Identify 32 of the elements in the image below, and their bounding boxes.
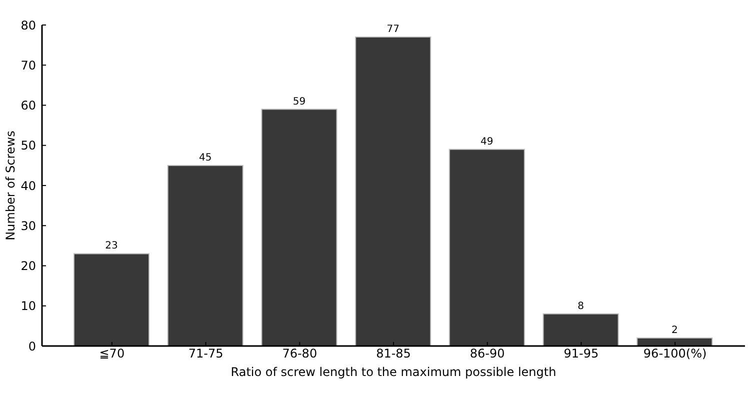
x-tick-label: 81-85 (376, 346, 411, 361)
bar (542, 313, 619, 346)
x-tick-label: 71-75 (188, 346, 224, 361)
x-tick-label: 91-95 (564, 346, 599, 361)
y-tick-label: 20 (20, 259, 36, 274)
bar (261, 108, 338, 346)
bar (167, 164, 244, 346)
bar (448, 148, 525, 346)
data-label: 59 (292, 96, 306, 108)
y-tick-label: 60 (20, 98, 36, 113)
data-label: 45 (198, 152, 212, 164)
x-tick-label: 86-90 (470, 346, 505, 361)
data-label: 2 (671, 324, 678, 336)
data-label: 49 (480, 136, 494, 148)
bar (74, 253, 150, 346)
y-tick-label: 30 (20, 218, 36, 233)
y-tick-label: 80 (20, 18, 36, 32)
y-tick-label: 40 (20, 178, 36, 193)
y-tick-label: 10 (20, 299, 36, 314)
bar (355, 36, 432, 346)
x-axis-title: Ratio of screw length to the maximum possible length (230, 365, 556, 379)
y-axis-title: Number of Screws (3, 130, 18, 240)
y-tick-label: 70 (20, 58, 36, 72)
y-tick-label: 50 (20, 138, 36, 153)
data-label: 77 (386, 24, 400, 36)
x-tick-label: 96-100(%) (643, 346, 707, 361)
data-label: 8 (578, 300, 584, 312)
x-tick-label: ≦70 (99, 346, 125, 361)
y-tick-label: 0 (28, 339, 36, 354)
bar (636, 337, 713, 346)
x-tick-label: 76-80 (282, 346, 318, 361)
data-label: 23 (105, 240, 118, 252)
